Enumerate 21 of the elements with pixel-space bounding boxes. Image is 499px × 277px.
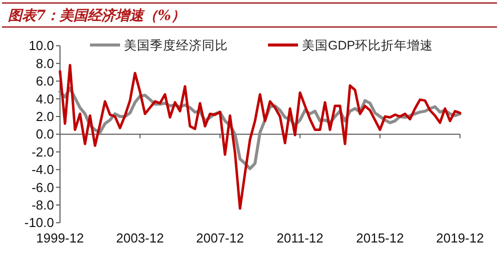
x-tick-label: 1999-12 <box>36 230 84 246</box>
y-tick-label: -8.0 <box>32 198 54 212</box>
y-tick-label: -10.0 <box>24 215 54 230</box>
x-tick-label: 2019-12 <box>436 230 484 246</box>
legend-label: 美国GDP环比折年增速 <box>302 38 434 52</box>
y-tick-label: 10.0 <box>28 38 54 54</box>
y-tick-label: -4.0 <box>32 162 54 178</box>
x-tick-label: 2003-12 <box>116 230 164 246</box>
y-tick-label: -6.0 <box>32 180 54 195</box>
x-tick-label: 2007-12 <box>196 230 244 246</box>
y-tick-label: -2.0 <box>32 144 54 160</box>
x-tick-label: 2015-12 <box>356 230 404 246</box>
line-series <box>58 64 462 210</box>
y-tick-label: 0.0 <box>36 126 54 142</box>
chart-title: 图表7：美国经济增速（%） <box>8 7 186 24</box>
y-tick-label: 4.0 <box>36 91 54 106</box>
x-tick-label: 2011-12 <box>276 230 324 246</box>
y-tick-label: 8.0 <box>36 56 54 71</box>
legend-label: 美国季度经济同比 <box>124 38 228 52</box>
y-tick-label: 6.0 <box>36 74 54 89</box>
y-tick-label: 2.0 <box>36 109 54 124</box>
